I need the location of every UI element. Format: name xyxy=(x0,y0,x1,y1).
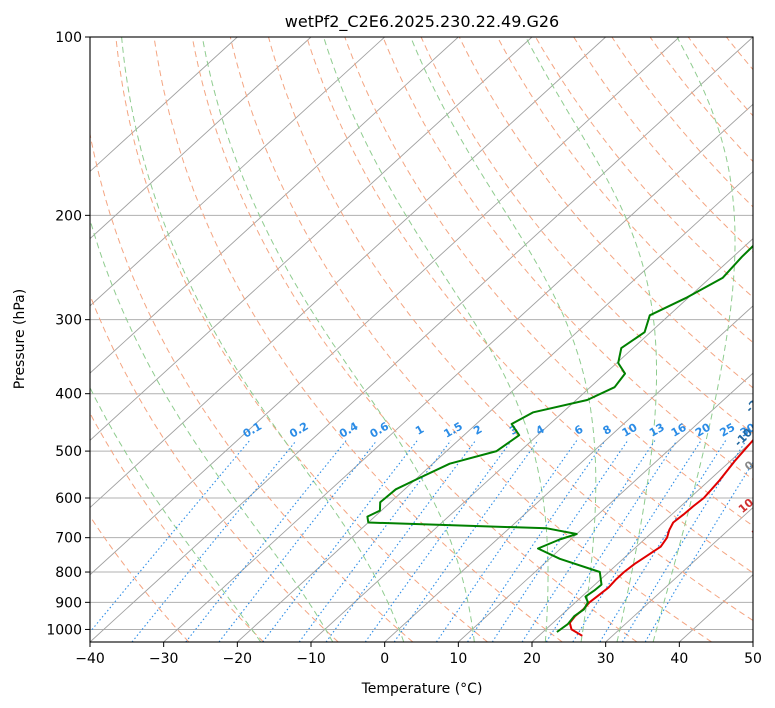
dry-adiabat-line xyxy=(90,131,414,642)
plot-frame xyxy=(89,36,754,643)
isotherm-line xyxy=(163,103,753,642)
mixing-ratio-line xyxy=(491,440,629,642)
y-tick-label: 1000 xyxy=(46,622,82,638)
dry-adiabat-line xyxy=(90,412,264,642)
dry-adiabat-line xyxy=(573,37,753,253)
isotherm-line xyxy=(90,37,606,509)
y-tick-label: 800 xyxy=(55,565,82,581)
mixing-ratio-line xyxy=(364,440,512,642)
isotherm-line xyxy=(458,372,753,642)
y-axis-ticks: 100 200 300 400 500 600 700 800 900 1000 xyxy=(46,30,90,638)
mixing-ratio-lines xyxy=(90,440,753,642)
y-tick-label: 600 xyxy=(55,491,82,507)
x-tick-label: 10 xyxy=(449,651,467,667)
dry-adiabat-line xyxy=(191,37,638,642)
x-axis-ticks: −40 −30 −20 −10 0 10 20 30 40 50 xyxy=(75,642,762,667)
chart-title: wetPf2_C2E6.2025.230.22.49.G26 xyxy=(285,12,559,32)
y-tick-label: 900 xyxy=(55,595,82,611)
x-tick-label: −40 xyxy=(75,651,105,667)
dry-adiabat-label: 20 xyxy=(749,520,769,540)
y-tick-label: 400 xyxy=(55,387,82,403)
mixing-ratio-line xyxy=(435,440,578,642)
isotherm-line xyxy=(90,37,680,576)
dry-adiabat-label: 0 xyxy=(742,458,756,473)
isotherm-line xyxy=(310,238,753,642)
x-tick-label: 40 xyxy=(670,651,688,667)
isotherm-line xyxy=(605,506,753,642)
isotherm-lines xyxy=(90,37,753,642)
dry-adiabat-line xyxy=(229,37,712,642)
dry-adiabat-line xyxy=(649,37,753,163)
x-tick-label: 0 xyxy=(380,651,389,667)
y-tick-label: 300 xyxy=(55,313,82,329)
isotherm-line xyxy=(90,37,238,173)
mixing-ratio-line xyxy=(90,440,251,633)
dry-adiabat-line xyxy=(268,37,753,622)
moist-adiabat-line xyxy=(90,386,262,642)
y-tick-label: 700 xyxy=(55,531,82,547)
mixing-ratio-label: 30 xyxy=(738,421,758,440)
mixing-ratio-line xyxy=(131,440,297,642)
x-tick-label: −20 xyxy=(223,651,253,667)
dry-adiabat-line xyxy=(153,37,563,642)
mixing-ratio-line xyxy=(572,440,702,642)
dry-adiabat-line xyxy=(90,293,339,642)
dry-adiabat-line xyxy=(382,37,753,481)
moist-adiabat-line xyxy=(525,37,657,642)
dewpoint-profile-line xyxy=(366,244,753,633)
mixing-ratio-line xyxy=(218,440,378,642)
y-tick-label: 500 xyxy=(55,444,82,460)
plot-area: 0.10.20.40.611.52346810131620253036-100-… xyxy=(90,37,769,642)
isotherm-line xyxy=(237,170,753,642)
dry-adiabat-line xyxy=(115,37,488,642)
isotherm-line xyxy=(90,37,753,642)
dry-adiabat-line xyxy=(420,37,753,435)
moist-adiabat-line xyxy=(121,37,405,642)
mixing-ratio-line xyxy=(621,440,747,642)
isotherm-line xyxy=(90,37,312,240)
isotherm-line xyxy=(90,37,533,441)
isotherm-line xyxy=(90,37,459,374)
mixing-ratio-line xyxy=(325,440,476,642)
y-axis-label: Pressure (hPa) xyxy=(12,289,28,389)
x-tick-label: 20 xyxy=(523,651,541,667)
dry-adiabat-line xyxy=(344,37,753,527)
x-tick-label: −30 xyxy=(149,651,179,667)
mixing-ratio-line xyxy=(521,440,656,642)
y-tick-label: 200 xyxy=(55,208,82,224)
mixing-ratio-line xyxy=(599,440,727,642)
isotherm-line xyxy=(90,37,385,307)
isotherm-line xyxy=(384,305,753,642)
x-axis-label: Temperature (°C) xyxy=(361,681,483,697)
x-tick-label: 30 xyxy=(597,651,615,667)
dry-adiabat-line xyxy=(458,37,753,389)
moist-adiabat-line xyxy=(323,37,549,642)
isotherm-line xyxy=(531,439,753,642)
x-tick-label: −10 xyxy=(296,651,326,667)
mixing-ratio-line xyxy=(545,440,678,642)
moist-adiabat-line xyxy=(90,218,334,642)
x-tick-label: 50 xyxy=(744,651,762,667)
dry-adiabat-lines xyxy=(90,37,753,642)
temperature-profile-line xyxy=(568,438,753,637)
mixing-ratio-line xyxy=(467,440,606,642)
mixing-ratio-line xyxy=(644,461,753,642)
moist-adiabat-line xyxy=(652,37,736,642)
y-tick-label: 100 xyxy=(55,30,82,46)
sounding-profiles xyxy=(366,244,753,637)
moist-adiabat-label: -20 xyxy=(743,392,766,415)
dry-adiabat-line xyxy=(496,37,753,344)
moist-adiabat-line xyxy=(201,37,475,642)
dry-adiabat-line xyxy=(306,37,753,574)
